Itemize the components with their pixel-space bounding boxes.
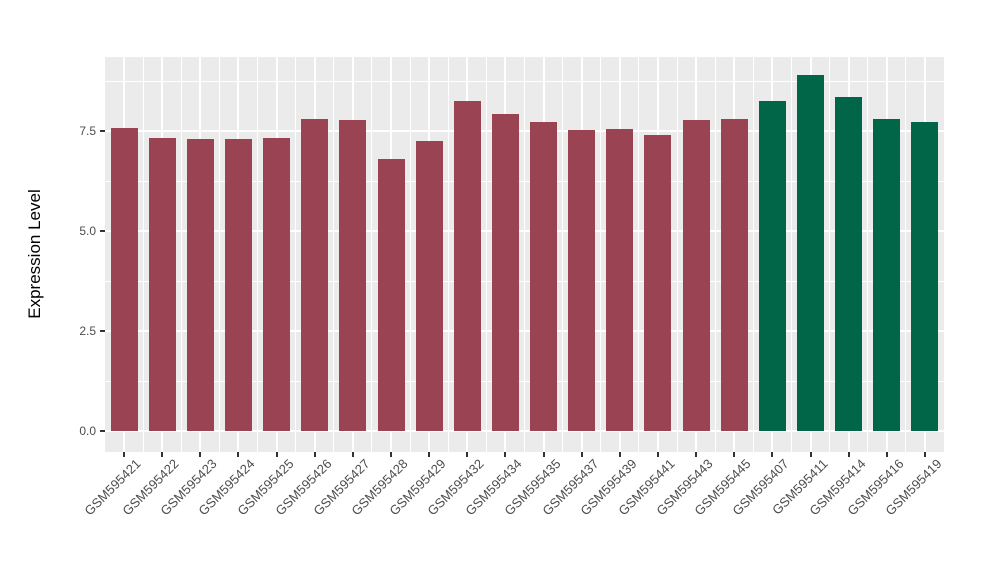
x-tick-mark	[885, 452, 888, 457]
bar-GSM595434	[491, 114, 519, 432]
x-tick-mark	[695, 452, 698, 457]
x-tick-mark	[847, 452, 850, 457]
bar-GSM595424	[224, 138, 252, 432]
bar-GSM595422	[148, 137, 176, 432]
x-tick-mark	[237, 452, 240, 457]
bar-GSM595432	[453, 100, 481, 432]
x-tick-mark	[199, 452, 202, 457]
bar-GSM595411	[797, 75, 825, 432]
x-tick-mark	[466, 452, 469, 457]
x-tick-mark	[123, 452, 126, 457]
gridline-minor-x	[180, 57, 182, 452]
gridline-minor-x	[714, 57, 716, 452]
gridline-minor-x	[447, 57, 449, 452]
gridline-minor-x	[562, 57, 564, 452]
x-tick-mark	[428, 452, 431, 457]
x-tick-mark	[580, 452, 583, 457]
bar-GSM595429	[415, 140, 443, 432]
x-tick-mark	[351, 452, 354, 457]
gridline-minor-x	[638, 57, 640, 452]
x-tick-mark	[275, 452, 278, 457]
gridline-minor-x	[295, 57, 297, 452]
bar-GSM595427	[339, 119, 367, 432]
y-tick-mark	[100, 430, 105, 433]
bar-GSM595426	[301, 119, 329, 432]
gridline-minor-x	[142, 57, 144, 452]
bar-GSM595414	[835, 97, 863, 432]
x-tick-mark	[809, 452, 812, 457]
x-tick-mark	[618, 452, 621, 457]
gridline-minor-x	[790, 57, 792, 452]
gridline-minor-x	[333, 57, 335, 452]
gridline-minor-x	[752, 57, 754, 452]
y-tick-mark	[100, 230, 105, 233]
gridline-minor-x	[676, 57, 678, 452]
y-tick-label: 7.5	[79, 124, 96, 139]
x-tick-mark	[542, 452, 545, 457]
y-axis-title: Expression Level	[25, 189, 44, 319]
gridline-minor-x	[524, 57, 525, 452]
y-tick-label: 2.5	[79, 324, 96, 339]
bar-GSM595421	[110, 127, 138, 432]
bar-GSM595407	[758, 101, 786, 432]
y-tick-mark	[100, 330, 105, 333]
gridline-minor-x	[600, 57, 602, 452]
bar-GSM595425	[263, 137, 291, 432]
x-tick-mark	[313, 452, 316, 457]
plot-panel	[105, 57, 944, 452]
gridline-minor-x	[257, 57, 259, 452]
y-tick-label: 0.0	[79, 424, 96, 439]
gridline-minor-x	[371, 57, 373, 452]
x-tick-mark	[733, 452, 736, 457]
gridline-minor-x	[905, 57, 907, 452]
bar-GSM595428	[377, 159, 405, 432]
y-tick-mark	[100, 130, 105, 133]
bar-GSM595435	[530, 122, 558, 432]
gridline-minor-x	[867, 57, 869, 452]
x-tick-mark	[161, 452, 164, 457]
bar-GSM595423	[186, 138, 214, 432]
x-tick-mark	[390, 452, 393, 457]
x-tick-mark	[656, 452, 659, 457]
y-tick-label: 5.0	[79, 224, 96, 239]
gridline-minor-x	[218, 57, 220, 452]
bar-GSM595441	[644, 135, 672, 432]
bar-GSM595416	[873, 119, 901, 432]
bar-GSM595437	[568, 130, 596, 432]
gridline-minor-x	[409, 57, 411, 452]
x-tick-mark	[504, 452, 507, 457]
bar-GSM595439	[606, 129, 634, 432]
x-tick-mark	[771, 452, 774, 457]
gridline-minor-x	[829, 57, 831, 452]
bar-GSM595419	[911, 121, 939, 432]
bar-GSM595443	[682, 119, 710, 432]
x-tick-mark	[923, 452, 926, 457]
gridline-minor-x	[485, 57, 487, 452]
bar-GSM595445	[720, 119, 748, 432]
